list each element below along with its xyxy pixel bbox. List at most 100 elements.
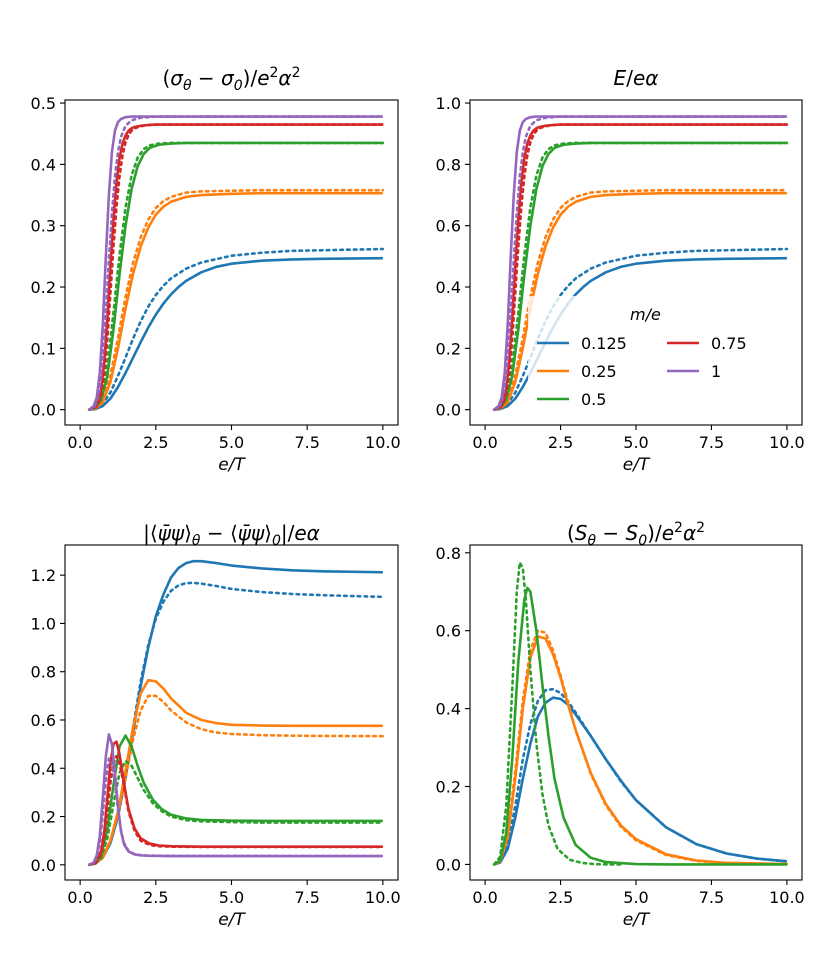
series-1-dotted <box>87 115 385 411</box>
series-0_125-solid <box>88 559 383 867</box>
series-0_25-dotted <box>87 694 385 867</box>
series-0_5-dotted <box>492 141 789 411</box>
x-tick-label: 10.0 <box>365 433 401 452</box>
series-0_5-solid <box>88 734 383 867</box>
y-tick-label: 1.0 <box>31 614 56 633</box>
series-group <box>492 561 789 866</box>
series-0_25-solid <box>493 635 787 866</box>
legend-label: 0.125 <box>581 334 627 353</box>
legend-frame <box>528 296 790 408</box>
legend-item-0_75: 0.75 <box>667 334 747 353</box>
panel-energy: 0.0 2.5 5.0 7.5 10.0 0.0 0.2 0.4 0.6 0.8 1.0 e/T E/e… <box>436 66 805 475</box>
series-0_5-dotted <box>87 141 385 411</box>
series-0_25-dotted <box>87 188 385 411</box>
legend: m/e 0.125 0.25 0.5 0.75 1 <box>528 296 790 409</box>
y-tick-label: 0.2 <box>31 278 56 297</box>
y-tick-label: 0.6 <box>436 217 461 236</box>
series-0_5-solid <box>493 586 787 866</box>
x-tick-label: 5.0 <box>623 433 648 452</box>
x-axis-label: e/T <box>218 910 246 930</box>
y-tick-label: 0.3 <box>31 217 56 236</box>
x-tick-label: 10.0 <box>769 888 805 907</box>
legend-item-0_25: 0.25 <box>537 362 617 381</box>
series-0_5-dotted <box>492 561 623 866</box>
x-tick-label: 10.0 <box>365 888 401 907</box>
x-tick-label: 10.0 <box>769 433 805 452</box>
x-tick-label: 0.0 <box>67 888 92 907</box>
series-0_25-solid <box>493 191 787 411</box>
series-group <box>87 559 385 867</box>
x-tick-label: 7.5 <box>699 888 724 907</box>
x-tick-label: 7.5 <box>294 888 319 907</box>
legend-title: m/e <box>630 305 661 324</box>
x-tick-label: 2.5 <box>143 888 168 907</box>
chart-title: |⟨ψ̄ψ⟩θ − ⟨ψ̄ψ⟩0|/eα <box>143 521 320 549</box>
y-tick-label: 0.1 <box>31 339 56 358</box>
series-0_25-dotted <box>492 629 789 866</box>
y-tick-label: 0.4 <box>31 155 56 174</box>
series-0_5-dotted <box>87 759 385 867</box>
series-0_25-solid <box>88 678 383 867</box>
x-tick-label: 0.0 <box>472 888 497 907</box>
legend-label: 0.75 <box>711 334 747 353</box>
x-tick-label: 5.0 <box>219 888 244 907</box>
legend-label: 0.5 <box>581 390 606 409</box>
legend-item-1: 1 <box>667 362 721 381</box>
legend-label: 0.25 <box>581 362 617 381</box>
x-tick-label: 5.0 <box>219 433 244 452</box>
y-tick-label: 0.2 <box>31 808 56 827</box>
y-tick-label: 0.6 <box>436 622 461 641</box>
y-tick-label: 0.6 <box>31 711 56 730</box>
y-tick-label: 0.0 <box>436 401 461 420</box>
y-tick-label: 0.2 <box>436 778 461 797</box>
x-tick-label: 7.5 <box>294 433 319 452</box>
axes-frame <box>469 544 803 881</box>
y-tick-label: 0.5 <box>31 94 56 113</box>
series-0_125-dotted <box>87 247 385 411</box>
x-tick-label: 2.5 <box>143 433 168 452</box>
series-0_75-dotted <box>87 123 385 411</box>
legend-label: 1 <box>711 362 721 381</box>
legend-item-0_5: 0.5 <box>537 390 606 409</box>
series-1-dotted <box>87 757 385 867</box>
series-0_25-solid <box>88 191 383 411</box>
y-tick-label: 0.0 <box>31 401 56 420</box>
x-tick-label: 2.5 <box>548 433 573 452</box>
x-tick-label: 0.0 <box>67 433 92 452</box>
series-group <box>87 115 385 411</box>
y-tick-label: 0.8 <box>436 544 461 563</box>
series-0_75-dotted <box>87 754 385 867</box>
y-tick-label: 0.4 <box>436 700 461 719</box>
series-0_75-solid <box>88 123 383 411</box>
y-tick-label: 1.0 <box>436 94 461 113</box>
y-tick-label: 0.8 <box>31 663 56 682</box>
x-axis-label: e/T <box>623 455 651 475</box>
series-0_125-solid <box>89 256 383 411</box>
series-1-dotted <box>492 115 789 411</box>
x-axis-label: e/T <box>218 455 246 475</box>
x-tick-label: 0.0 <box>472 433 497 452</box>
y-tick-label: 0.0 <box>31 856 56 875</box>
series-0_75-dotted <box>492 123 789 411</box>
series-0_125-solid <box>493 696 788 866</box>
panel-conductivity: 0.0 2.5 5.0 7.5 10.0 0.0 0.1 0.2 0.3 0.4 0.5 e/T (σθ… <box>31 65 401 475</box>
x-tick-label: 5.0 <box>623 888 648 907</box>
y-tick-label: 0.0 <box>436 855 461 874</box>
y-tick-label: 0.2 <box>436 339 461 358</box>
chart-title: (σθ − σ0)/e2α2 <box>162 65 300 94</box>
series-0_125-dotted <box>492 247 789 411</box>
x-axis-label: e/T <box>623 910 651 930</box>
panel-condensate: 0.0 2.5 5.0 7.5 10.0 0.0 0.2 0.4 0.6 0.8 1.0 1.2 e/T… <box>31 521 401 930</box>
y-tick-label: 1.2 <box>31 566 56 585</box>
chart-title: (Sθ − S0)/e2α2 <box>567 520 705 549</box>
x-tick-label: 7.5 <box>699 433 724 452</box>
y-tick-label: 0.4 <box>31 759 56 778</box>
legend-item-0_125: 0.125 <box>537 334 627 353</box>
series-0_25-dotted <box>492 188 789 411</box>
panel-entropy: 0.0 2.5 5.0 7.5 10.0 0.0 0.2 0.4 0.6 0.8 e/T (Sθ − … <box>436 520 805 930</box>
x-tick-label: 2.5 <box>548 888 573 907</box>
y-tick-label: 0.8 <box>436 155 461 174</box>
chart-title: E/eα <box>614 66 659 90</box>
y-tick-label: 0.4 <box>436 278 461 297</box>
